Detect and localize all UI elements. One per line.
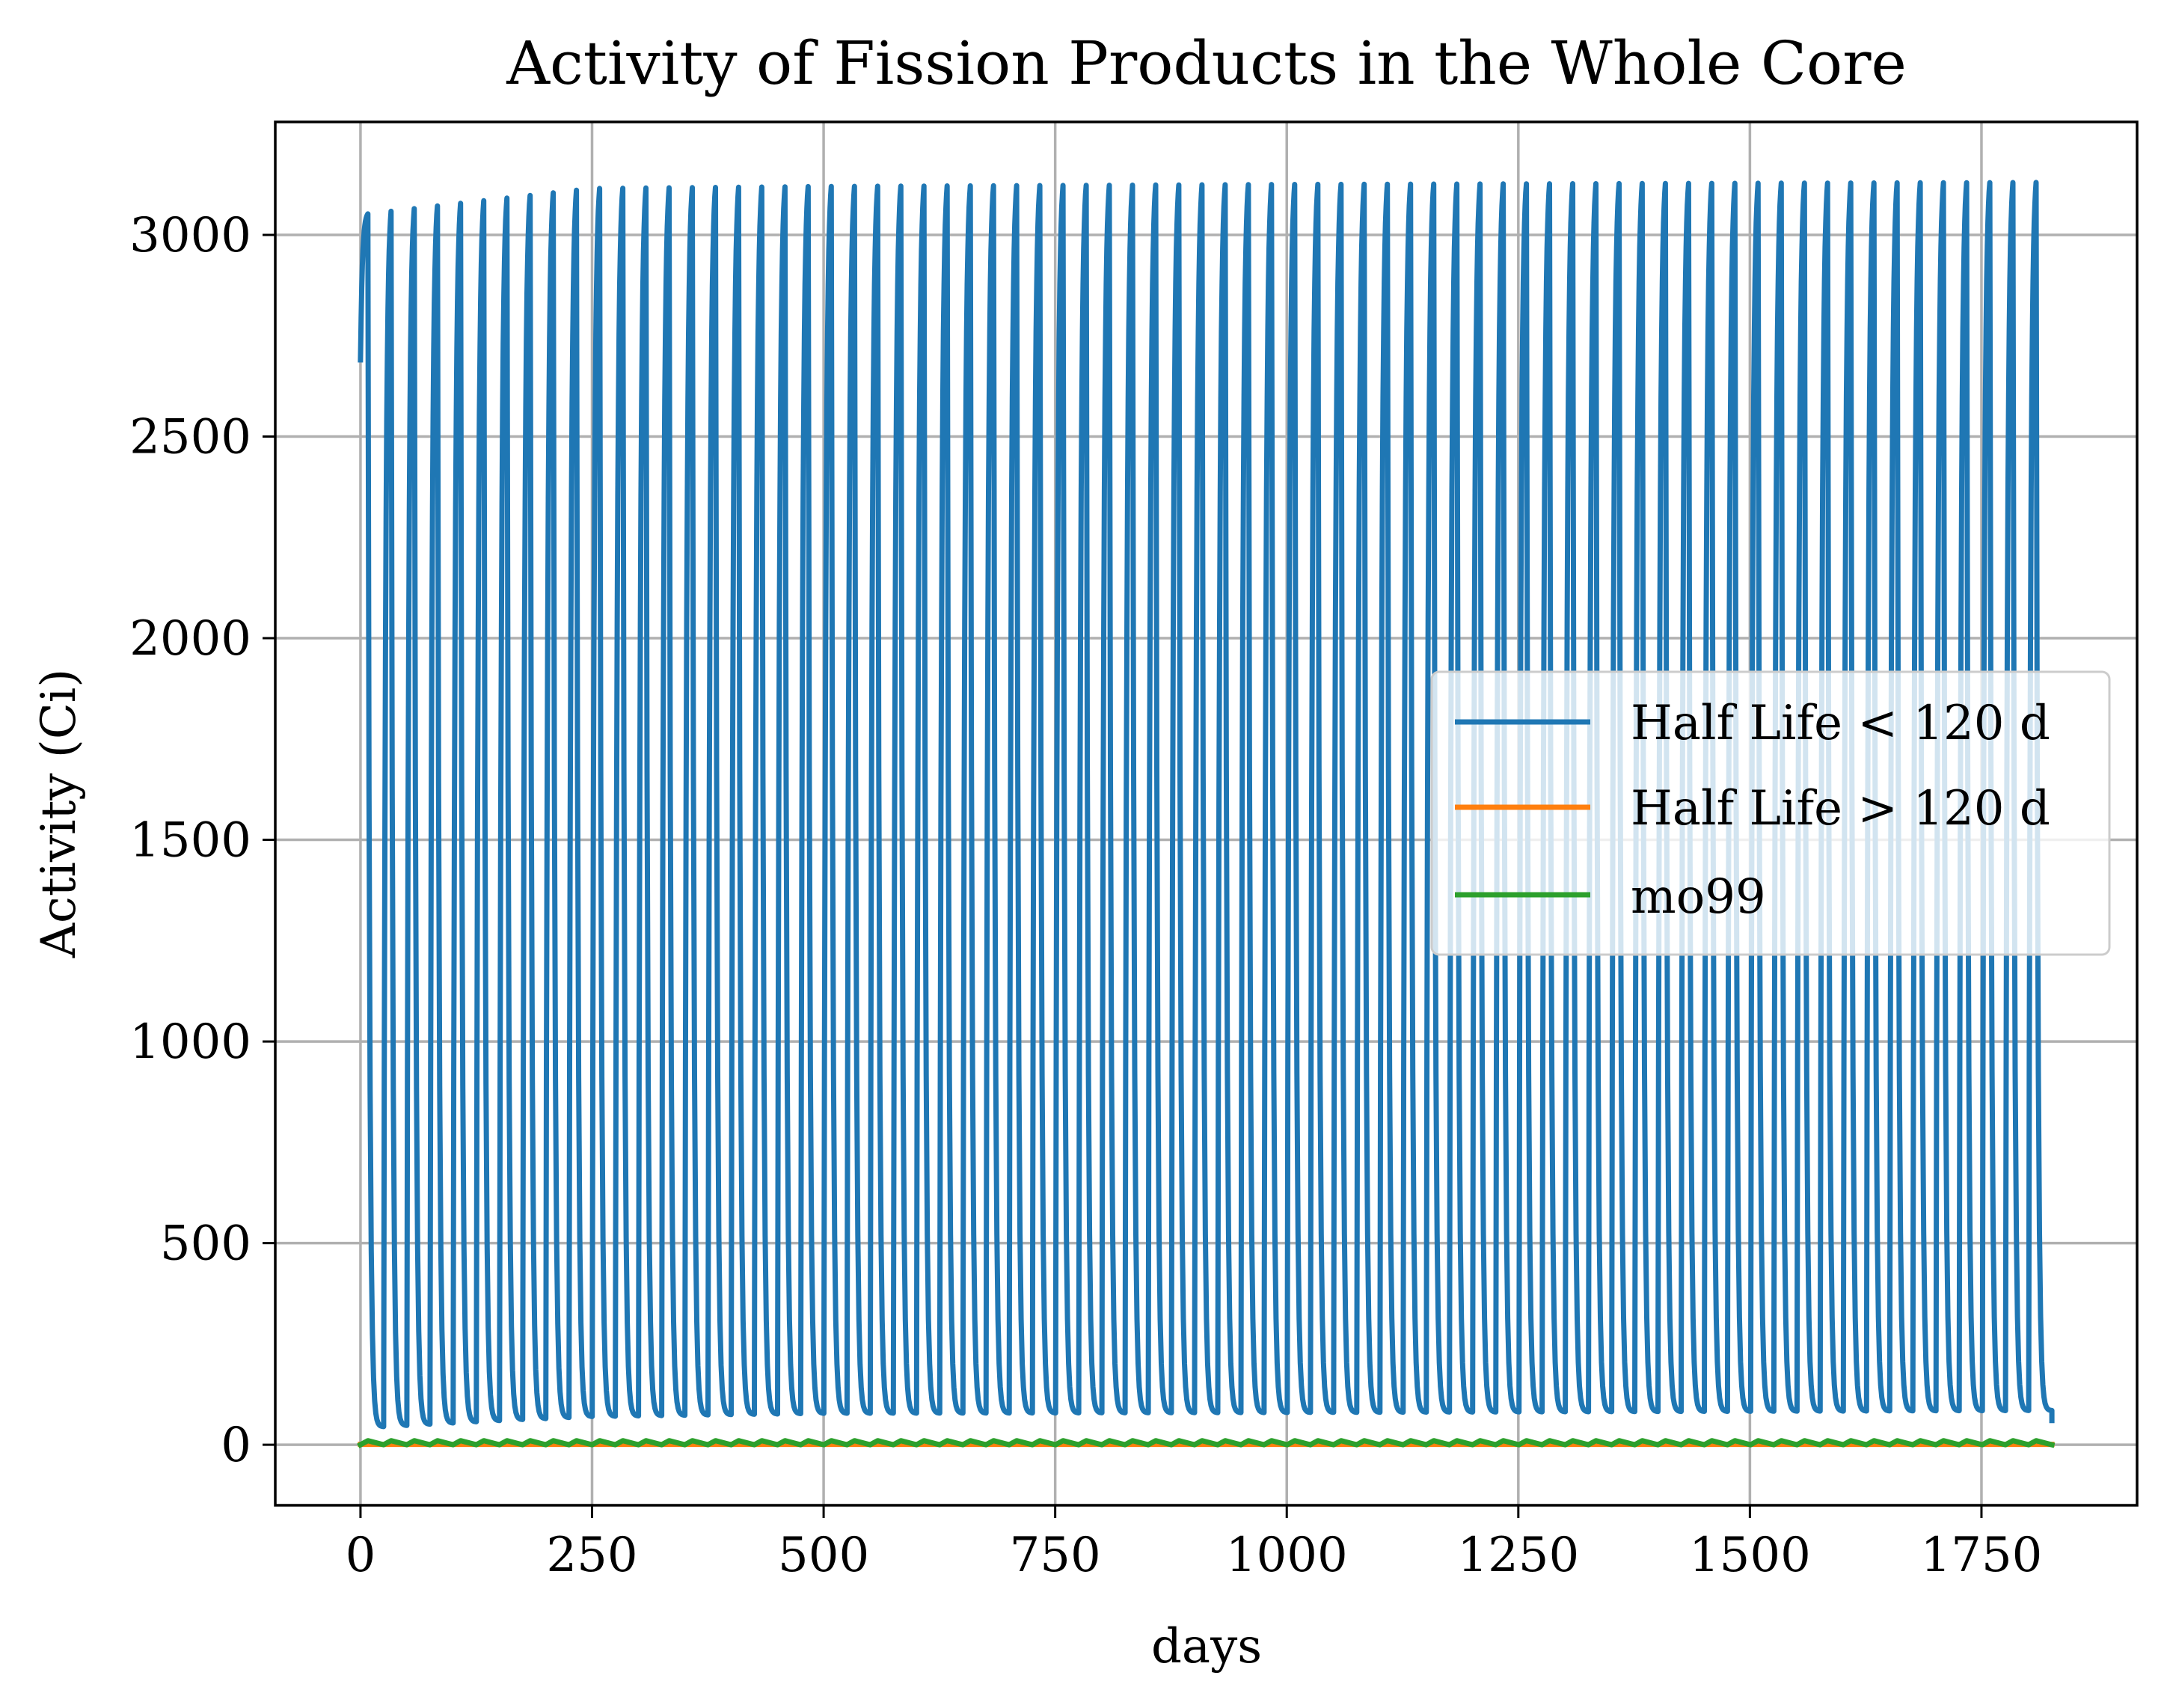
y-tick-label: 0: [221, 1418, 251, 1473]
series-mo99: [357, 1438, 2056, 1448]
x-axis-label: days: [1151, 1619, 1262, 1674]
x-tick-label: 250: [546, 1528, 637, 1583]
legend-label-half-life-long: Half Life > 120 d: [1631, 781, 2050, 836]
y-tick-label: 500: [160, 1216, 251, 1272]
legend-label-mo99: mo99: [1631, 869, 1766, 925]
series-half-life-short: [358, 180, 2055, 1430]
x-tick-label: 500: [778, 1528, 869, 1583]
y-tick-label: 1000: [129, 1014, 251, 1070]
x-tick-label: 1750: [1921, 1528, 2043, 1583]
x-tick-label: 1250: [1457, 1528, 1579, 1583]
y-tick-label: 2500: [129, 409, 251, 465]
axes-frame: [274, 120, 2139, 1507]
x-tick-label: 750: [1010, 1528, 1101, 1583]
legend-box: [1430, 670, 2111, 956]
series-layer: [357, 180, 2056, 1448]
y-axis-label: Activity (Ci): [31, 669, 87, 958]
chart-title: Activity of Fission Products in the Whol…: [506, 28, 1907, 98]
ticks-layer: 0 250 500 750 1000 1250 1500 1750 0 500 1000 1500 20…: [129, 208, 2042, 1583]
legend: Half Life < 120 d Half Life > 120 d mo99: [1430, 670, 2111, 956]
y-tick-label: 1500: [129, 813, 251, 869]
x-tick-label: 0: [346, 1528, 376, 1583]
legend-label-half-life-short: Half Life < 120 d: [1631, 696, 2050, 751]
x-tick-label: 1500: [1689, 1528, 1811, 1583]
y-tick-label: 3000: [129, 208, 251, 263]
x-tick-label: 1000: [1226, 1528, 1348, 1583]
y-tick-label: 2000: [129, 611, 251, 667]
